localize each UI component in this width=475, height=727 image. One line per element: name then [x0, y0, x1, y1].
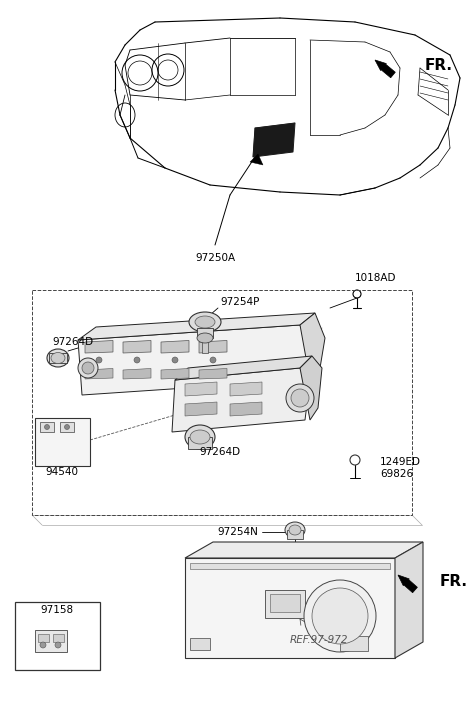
Polygon shape: [123, 369, 151, 379]
Polygon shape: [185, 542, 423, 558]
Text: 1249ED: 1249ED: [380, 457, 421, 467]
Bar: [40, 422, 54, 432]
Ellipse shape: [291, 389, 309, 407]
Polygon shape: [250, 154, 263, 165]
Text: REF.97-972: REF.97-972: [290, 635, 349, 645]
Polygon shape: [172, 368, 310, 432]
Bar: [35, 418, 90, 466]
Ellipse shape: [195, 316, 215, 328]
Bar: [32, 290, 412, 515]
Polygon shape: [199, 340, 227, 353]
Ellipse shape: [172, 357, 178, 363]
Polygon shape: [398, 575, 418, 593]
Bar: [53, 634, 64, 642]
Ellipse shape: [134, 357, 140, 363]
Ellipse shape: [190, 430, 210, 444]
Bar: [340, 636, 368, 651]
Ellipse shape: [189, 312, 221, 332]
Text: 94540: 94540: [46, 467, 78, 477]
Ellipse shape: [304, 580, 376, 652]
Bar: [190, 563, 390, 569]
Text: FR.: FR.: [425, 57, 453, 73]
Ellipse shape: [47, 349, 69, 367]
Bar: [60, 422, 74, 432]
Ellipse shape: [82, 362, 94, 374]
Bar: [35, 630, 67, 652]
Bar: [49, 353, 67, 363]
Bar: [202, 338, 208, 353]
Ellipse shape: [285, 522, 305, 538]
Text: FR.: FR.: [440, 574, 468, 590]
Ellipse shape: [312, 588, 368, 644]
Polygon shape: [230, 382, 262, 396]
Polygon shape: [161, 369, 189, 379]
Ellipse shape: [55, 642, 61, 648]
Text: 97264D: 97264D: [52, 337, 93, 347]
Bar: [190, 638, 210, 650]
Ellipse shape: [197, 333, 213, 343]
Polygon shape: [85, 340, 113, 353]
Text: 97254N: 97254N: [217, 527, 258, 537]
Ellipse shape: [286, 384, 314, 412]
Polygon shape: [395, 542, 423, 658]
Polygon shape: [253, 123, 295, 157]
Polygon shape: [161, 340, 189, 353]
Polygon shape: [185, 402, 217, 416]
Bar: [287, 530, 303, 539]
Polygon shape: [300, 356, 322, 420]
Text: 97250A: 97250A: [195, 253, 235, 263]
Polygon shape: [185, 558, 395, 658]
Polygon shape: [85, 369, 113, 379]
Text: 1018AD: 1018AD: [355, 273, 397, 283]
Ellipse shape: [78, 358, 98, 378]
Bar: [38, 634, 49, 642]
Polygon shape: [175, 356, 312, 380]
Text: 69826: 69826: [380, 469, 413, 479]
Ellipse shape: [45, 425, 49, 430]
Ellipse shape: [289, 525, 301, 535]
Text: 97264D: 97264D: [200, 447, 240, 457]
Polygon shape: [375, 60, 395, 78]
Polygon shape: [78, 313, 315, 340]
Polygon shape: [185, 382, 217, 396]
Text: 97254P: 97254P: [220, 297, 259, 307]
Polygon shape: [300, 313, 325, 380]
Bar: [15, 602, 100, 670]
Ellipse shape: [51, 353, 65, 364]
Ellipse shape: [65, 425, 69, 430]
Bar: [270, 594, 300, 612]
Ellipse shape: [210, 357, 216, 363]
Polygon shape: [230, 402, 262, 416]
Ellipse shape: [185, 425, 215, 449]
Bar: [188, 437, 212, 449]
Polygon shape: [199, 369, 227, 379]
Ellipse shape: [96, 357, 102, 363]
Bar: [265, 590, 305, 618]
Polygon shape: [123, 340, 151, 353]
Text: 97158: 97158: [40, 605, 74, 615]
Ellipse shape: [40, 642, 46, 648]
Polygon shape: [78, 325, 310, 395]
Bar: [197, 328, 213, 338]
